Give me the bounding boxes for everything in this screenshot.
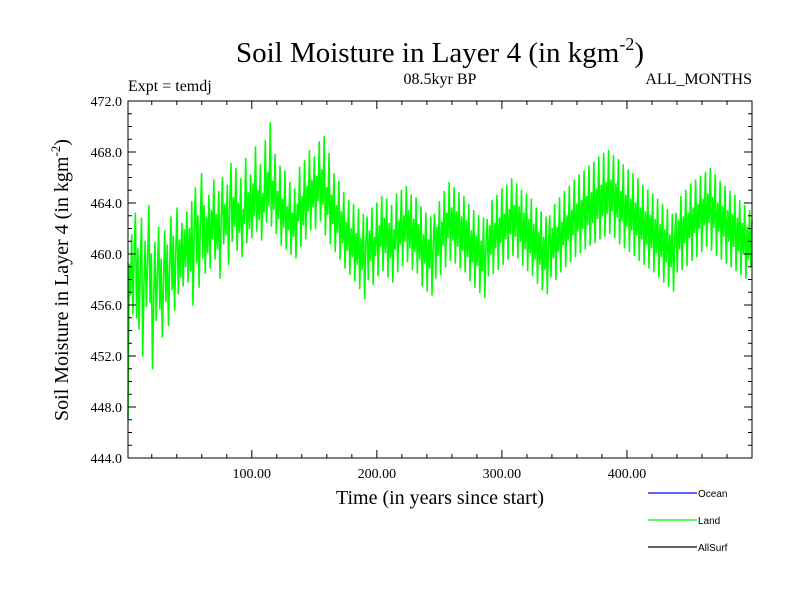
y-tick-label: 448.0 [91,401,123,416]
legend-label-land: Land [698,516,720,527]
legend: Ocean Land AllSurf [648,489,728,554]
y-tick-label: 468.0 [91,146,123,161]
chart-title: Soil Moisture in Layer 4 (in kgm-2) [236,34,644,69]
y-tick-label: 456.0 [91,299,123,314]
y-axis-label: Soil Moisture in Layer 4 (in kgm-2) [48,139,73,421]
legend-label-ocean: Ocean [698,489,727,500]
x-axis-label: Time (in years since start) [336,487,544,509]
y-tick-label: 464.0 [91,197,123,212]
x-tick-label: 200.00 [358,467,397,482]
plot-frame [127,100,753,459]
plot-series-group [127,121,753,420]
subtitle-left: Expt = temdj [128,78,212,95]
legend-label-allsurf: AllSurf [698,543,728,554]
subtitle-center: 08.5kyr BP [404,71,477,88]
series-line-land [127,121,753,420]
y-tick-label: 472.0 [91,95,123,110]
y-tick-label: 460.0 [91,248,123,263]
x-tick-label: 300.00 [483,467,522,482]
x-tick-label: 100.00 [233,467,272,482]
axis-ticks-group: 100.00 200.00 300.00 400.00 444.0 448.0 452.0 4… [91,95,752,482]
y-tick-label: 444.0 [91,452,123,467]
x-tick-label: 400.00 [608,467,647,482]
y-tick-label: 452.0 [91,350,123,365]
subtitle-right: ALL_MONTHS [645,71,752,88]
